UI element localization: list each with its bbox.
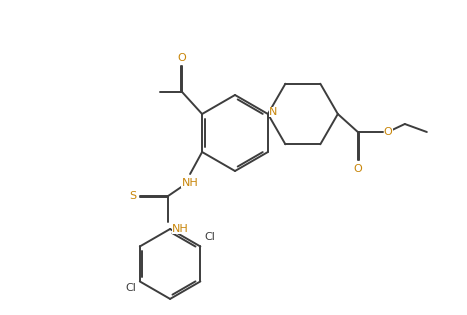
Text: Cl: Cl xyxy=(125,284,136,294)
Text: O: O xyxy=(354,164,362,174)
Text: O: O xyxy=(384,127,393,137)
Text: NH: NH xyxy=(182,178,198,188)
Text: O: O xyxy=(178,53,186,63)
Text: Cl: Cl xyxy=(205,232,215,243)
Text: NH: NH xyxy=(172,224,189,234)
Text: S: S xyxy=(129,191,136,201)
Text: N: N xyxy=(269,107,277,117)
